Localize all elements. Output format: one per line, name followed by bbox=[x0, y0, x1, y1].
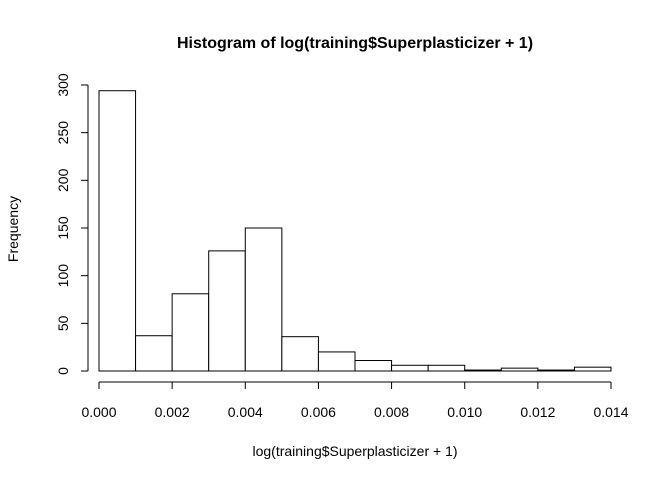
histogram-bar bbox=[208, 250, 246, 372]
y-tick-label: 150 bbox=[55, 216, 71, 240]
histogram-bar bbox=[281, 336, 319, 372]
x-tick-label: 0.000 bbox=[81, 404, 116, 420]
x-tick-label: 0.014 bbox=[593, 404, 628, 420]
histogram-bar bbox=[135, 335, 173, 372]
y-tick-label: 200 bbox=[55, 168, 71, 192]
x-axis: 0.000 0.002 0.004 0.006 0.008 0.010 0.012 0.014 bbox=[81, 381, 629, 420]
x-axis-label: log(training$Superplasticizer + 1) bbox=[252, 443, 457, 459]
histogram-bar bbox=[391, 364, 429, 372]
x-tick-label: 0.008 bbox=[374, 404, 409, 420]
histogram-bar bbox=[354, 360, 393, 372]
x-tick-label: 0.006 bbox=[301, 404, 336, 420]
histogram-bar bbox=[317, 351, 356, 372]
y-tick-label: 0 bbox=[55, 367, 71, 375]
y-tick-label: 50 bbox=[55, 315, 71, 331]
x-tick-label: 0.002 bbox=[155, 404, 190, 420]
histogram-bar bbox=[573, 366, 612, 372]
y-tick-label: 250 bbox=[55, 121, 71, 145]
y-axis-label: Frequency bbox=[5, 196, 21, 262]
histogram-bar bbox=[244, 227, 283, 372]
y-tick-label: 300 bbox=[55, 73, 71, 97]
histogram-bar bbox=[171, 293, 210, 372]
histogram-bar bbox=[464, 369, 502, 372]
histogram-bar bbox=[98, 90, 137, 372]
x-tick-label: 0.004 bbox=[228, 404, 263, 420]
histogram-bar bbox=[500, 367, 539, 372]
y-tick-label: 100 bbox=[55, 264, 71, 288]
x-tick-label: 0.012 bbox=[520, 404, 555, 420]
y-axis: 0 50 100 150 200 250 300 bbox=[55, 73, 89, 375]
x-tick-label: 0.010 bbox=[447, 404, 482, 420]
bars-group bbox=[98, 90, 612, 372]
histogram-bar bbox=[537, 369, 575, 372]
histogram-bar bbox=[427, 364, 466, 372]
chart-title: Histogram of log(training$Superplasticiz… bbox=[177, 35, 533, 52]
